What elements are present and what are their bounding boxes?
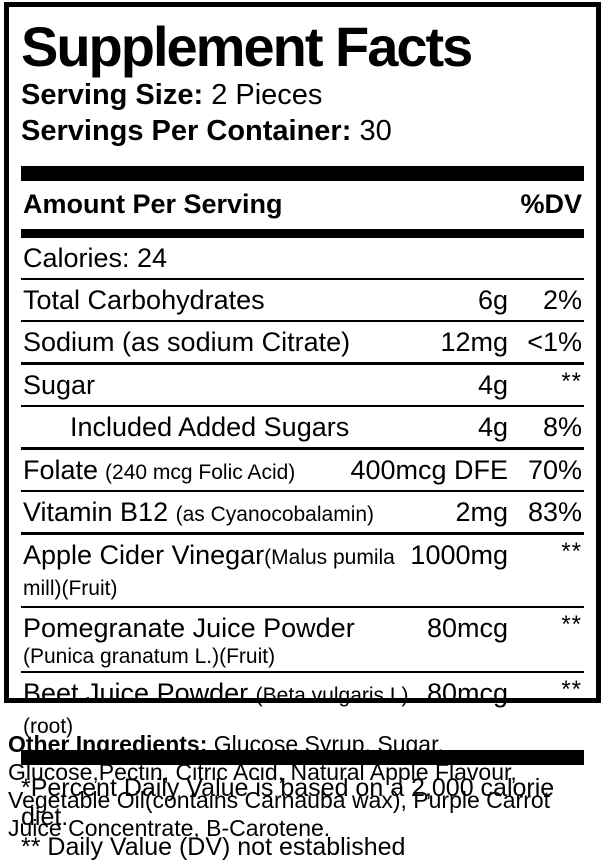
nutrient-dv: 83% <box>527 496 582 527</box>
nutrient-name: Vitamin B12 <box>23 496 169 527</box>
nutrient-amount: 80mcg <box>426 677 508 708</box>
nutrient-amount: 400mcg DFE <box>350 454 508 485</box>
nutrient-dv: ** <box>561 367 582 395</box>
nutrient-row-vitamin-b12: Vitamin B12 (as Cyanocobalamin) 2mg 83% <box>21 492 584 535</box>
supplement-label-page: Supplement Facts Serving Size: 2 Pieces … <box>4 2 601 861</box>
nutrient-note: (Punica granatum L.)(Fruit) <box>23 644 276 668</box>
supplement-facts-panel: Supplement Facts Serving Size: 2 Pieces … <box>4 2 601 861</box>
nutrient-name: Sodium (as sodium Citrate) <box>23 326 351 357</box>
nutrient-amount: 12mg <box>440 326 508 357</box>
divider-bar-header <box>21 228 584 238</box>
nutrient-amount: 4g <box>477 411 508 442</box>
nutrient-name: Total Carbohydrates <box>23 284 265 315</box>
serving-size-line: Serving Size: 2 Pieces <box>21 79 584 111</box>
nutrient-note: (240 mcg Folic Acid) <box>105 460 296 484</box>
nutrient-note: (as Cyanocobalamin) <box>175 502 375 526</box>
nutrient-dv: 8% <box>542 411 582 442</box>
servings-per-container-line: Servings Per Container: 30 <box>21 115 584 147</box>
nutrient-name: Beet Juice Powder <box>23 677 249 708</box>
nutrient-row-pomegranate: Pomegranate Juice Powder (Punica granatu… <box>21 608 584 673</box>
serving-size-value: 2 Pieces <box>211 79 323 111</box>
servings-per-container-label: Servings Per Container: <box>21 115 352 148</box>
nutrient-name: Folate <box>23 454 99 485</box>
nutrient-name: Included Added Sugars <box>70 411 350 442</box>
nutrient-row-total-carbohydrates: Total Carbohydrates 6g 2% <box>21 280 584 322</box>
nutrient-dv: ** <box>561 675 582 703</box>
servings-per-container-value: 30 <box>359 115 392 148</box>
nutrient-note: (Malus pumila mill)(Fruit) <box>23 545 395 600</box>
nutrient-name: Pomegranate Juice Powder <box>23 612 355 643</box>
nutrient-name: Apple Cider Vinegar <box>23 539 265 570</box>
other-ingredients: Other Ingredients: Glucose Syrup, Sugar,… <box>8 730 598 842</box>
divider-bar-bottom <box>21 749 584 765</box>
serving-size-label: Serving Size: <box>21 79 204 111</box>
nutrient-dv: 70% <box>527 454 582 485</box>
nutrient-dv: ** <box>561 610 582 638</box>
nutrient-amount: 80mcg <box>426 612 508 643</box>
nutrient-amount: 6g <box>477 284 508 315</box>
nutrient-dv: ** <box>561 537 582 565</box>
nutrient-row-sodium: Sodium (as sodium Citrate) 12mg <1% <box>21 322 584 365</box>
dv-header: %DV <box>520 188 582 219</box>
calories-row: Calories: 24 <box>21 238 584 280</box>
panel-title: Supplement Facts <box>21 15 473 78</box>
divider-bar-top <box>21 165 584 181</box>
amount-per-serving-header: Amount Per Serving <box>23 188 283 219</box>
column-header-row: Amount Per Serving %DV <box>21 181 584 229</box>
nutrient-row-folate: Folate (240 mcg Folic Acid) 400mcg DFE 70… <box>21 450 584 492</box>
nutrient-name: Sugar <box>23 369 96 400</box>
nutrient-amount: 4g <box>477 369 508 400</box>
nutrient-amount: 2mg <box>455 496 508 527</box>
other-ingredients-label: Other Ingredients: <box>8 731 208 757</box>
nutrient-row-apple-cider-vinegar: Apple Cider Vinegar(Malus pumila mill)(F… <box>21 535 584 608</box>
nutrient-row-sugar: Sugar 4g ** <box>21 365 584 407</box>
nutrient-note: (Beta vulgaris L) (root) <box>23 683 409 738</box>
nutrient-dv: <1% <box>527 326 582 357</box>
nutrient-row-added-sugars: Included Added Sugars 4g 8% <box>21 407 584 450</box>
nutrient-amount: 1000mg <box>410 539 508 570</box>
nutrient-row-beet-juice: Beet Juice Powder (Beta vulgaris L) (roo… <box>21 673 584 744</box>
nutrient-dv: 2% <box>542 284 582 315</box>
calories-value: Calories: 24 <box>23 242 168 273</box>
